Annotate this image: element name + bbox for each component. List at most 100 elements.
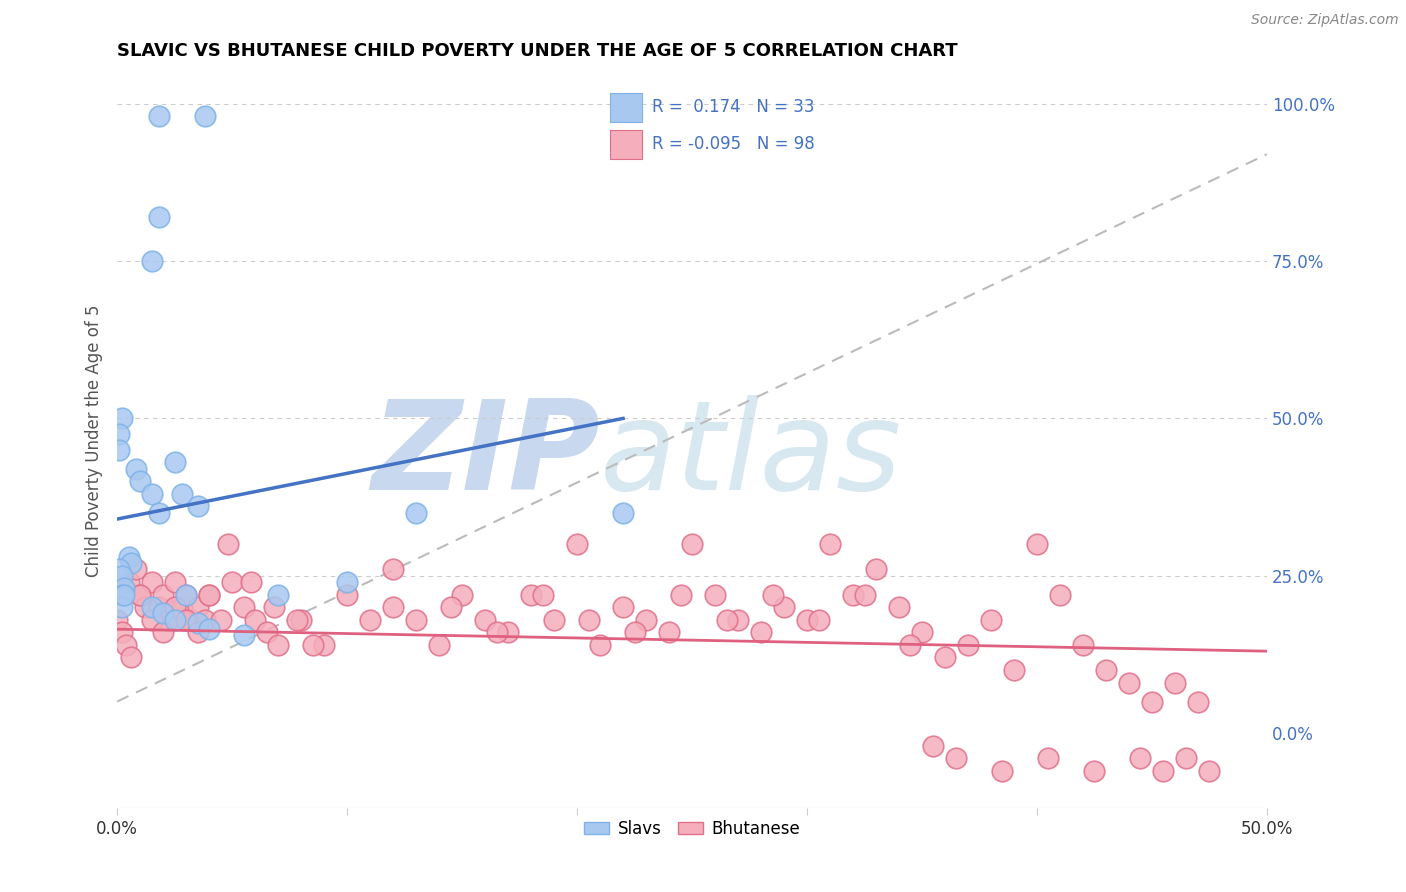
Point <box>1026 537 1049 551</box>
Point <box>1118 675 1140 690</box>
Point <box>239 574 262 589</box>
Point <box>187 615 209 630</box>
Point <box>565 537 588 551</box>
Point <box>118 549 141 564</box>
Point <box>152 607 174 621</box>
Point <box>911 625 934 640</box>
Point <box>115 638 138 652</box>
Point <box>111 625 134 640</box>
Point <box>405 506 427 520</box>
Point <box>120 650 142 665</box>
Point <box>163 600 186 615</box>
Point <box>148 506 170 520</box>
Point <box>187 600 209 615</box>
Point <box>1049 588 1071 602</box>
Point <box>170 600 193 615</box>
Point <box>439 600 461 615</box>
Point <box>1187 694 1209 708</box>
Text: Source: ZipAtlas.com: Source: ZipAtlas.com <box>1251 13 1399 28</box>
Point <box>217 537 239 551</box>
Point <box>152 625 174 640</box>
Text: ZIP: ZIP <box>371 394 600 516</box>
Point <box>956 638 979 652</box>
Point <box>134 600 156 615</box>
Point <box>232 600 254 615</box>
Point <box>669 588 692 602</box>
Point <box>716 613 738 627</box>
Point <box>634 613 657 627</box>
Point <box>193 613 215 627</box>
Point <box>520 588 543 602</box>
Point <box>141 574 163 589</box>
Point <box>658 625 681 640</box>
Point <box>922 739 945 753</box>
Point <box>405 613 427 627</box>
Point <box>290 613 312 627</box>
Point <box>129 588 152 602</box>
Point <box>1071 638 1094 652</box>
Point <box>129 475 152 489</box>
Point <box>382 600 405 615</box>
Point <box>174 588 197 602</box>
Point <box>285 613 308 627</box>
Point <box>991 764 1014 778</box>
Point <box>761 588 783 602</box>
Point <box>531 588 554 602</box>
Point <box>474 613 496 627</box>
Point <box>900 638 922 652</box>
Point <box>209 613 232 627</box>
Point <box>141 254 163 268</box>
Point <box>112 588 135 602</box>
Point <box>1164 675 1187 690</box>
Point <box>267 638 290 652</box>
Point <box>301 638 323 652</box>
Point <box>818 537 841 551</box>
Point <box>704 588 727 602</box>
Point <box>187 500 209 514</box>
Point <box>543 613 565 627</box>
Point <box>485 625 508 640</box>
Point <box>198 588 221 602</box>
Point <box>141 487 163 501</box>
Legend: Slavs, Bhutanese: Slavs, Bhutanese <box>578 813 807 844</box>
Point <box>267 588 290 602</box>
Point <box>623 625 645 640</box>
Point <box>118 574 141 589</box>
Point <box>1083 764 1105 778</box>
Point <box>124 562 146 576</box>
Point <box>170 487 193 501</box>
Point <box>314 638 336 652</box>
Point <box>1095 663 1118 677</box>
Point <box>727 613 749 627</box>
Text: SLAVIC VS BHUTANESE CHILD POVERTY UNDER THE AGE OF 5 CORRELATION CHART: SLAVIC VS BHUTANESE CHILD POVERTY UNDER … <box>117 42 957 60</box>
Point <box>187 625 209 640</box>
Point <box>578 613 600 627</box>
Point <box>589 638 612 652</box>
Point <box>1002 663 1025 677</box>
Point <box>256 625 278 640</box>
Point <box>359 613 381 627</box>
Point <box>945 751 967 765</box>
Point <box>773 600 796 615</box>
Point <box>108 442 131 457</box>
Point <box>749 625 772 640</box>
Point <box>336 574 359 589</box>
Point <box>111 568 134 582</box>
Point <box>1152 764 1174 778</box>
Point <box>382 562 405 576</box>
Point <box>111 411 134 425</box>
Point <box>263 600 285 615</box>
Point <box>198 622 221 636</box>
Point <box>1175 751 1198 765</box>
Point <box>796 613 818 627</box>
Point <box>887 600 910 615</box>
Point <box>129 588 152 602</box>
Point <box>148 210 170 224</box>
Point <box>853 588 876 602</box>
Point <box>842 588 865 602</box>
Point <box>934 650 956 665</box>
Point <box>451 588 474 602</box>
Point <box>427 638 450 652</box>
Point <box>120 556 142 570</box>
Point <box>1198 764 1220 778</box>
